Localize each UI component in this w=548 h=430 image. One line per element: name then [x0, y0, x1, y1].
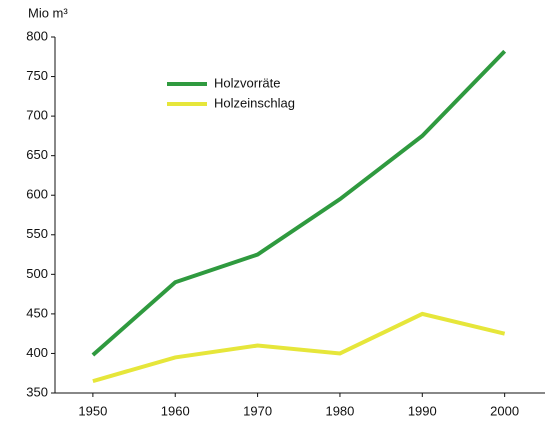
y-tick-label: 400: [26, 345, 48, 360]
y-tick-label: 800: [26, 28, 48, 43]
legend-label: Holzeinschlag: [214, 95, 295, 110]
y-tick-label: 600: [26, 187, 48, 202]
x-tick-label: 1960: [161, 403, 190, 418]
y-tick-label: 500: [26, 266, 48, 281]
x-tick-label: 1970: [243, 403, 272, 418]
y-tick-label: 350: [26, 384, 48, 399]
x-tick-label: 1990: [408, 403, 437, 418]
x-tick-label: 1950: [78, 403, 107, 418]
x-tick-label: 1980: [325, 403, 354, 418]
data-line: [91, 49, 507, 357]
y-axis-label: Mio m³: [28, 5, 68, 20]
y-tick-label: 650: [26, 147, 48, 162]
y-tick-label: 700: [26, 108, 48, 123]
y-tick-label: 550: [26, 226, 48, 241]
legend-label: Holzvorräte: [214, 75, 280, 90]
x-tick-label: 2000: [490, 403, 519, 418]
y-tick-label: 750: [26, 68, 48, 83]
y-tick-label: 450: [26, 305, 48, 320]
data-line: [92, 311, 506, 384]
